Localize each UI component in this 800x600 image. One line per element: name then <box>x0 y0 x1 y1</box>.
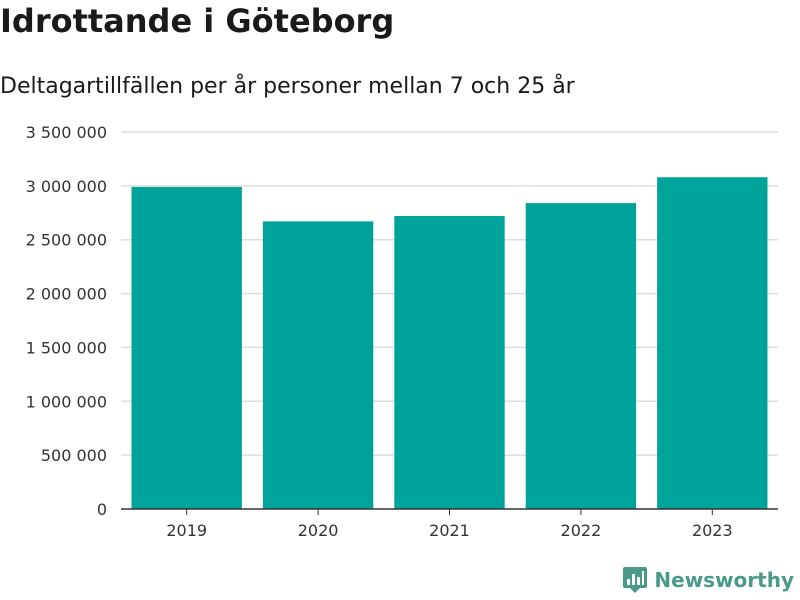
x-tick-label: 2019 <box>166 521 207 540</box>
y-tick-label: 3 500 000 <box>26 123 107 142</box>
bar <box>394 216 505 509</box>
y-tick-label: 500 000 <box>41 446 107 465</box>
y-tick-label: 2 500 000 <box>26 231 107 250</box>
brand-name: Newsworthy <box>654 568 794 592</box>
bar <box>262 221 374 509</box>
brand: Newsworthy <box>622 566 794 594</box>
bar <box>525 203 637 509</box>
newsworthy-logo-icon <box>623 567 648 593</box>
y-tick-label: 1 000 000 <box>26 392 107 411</box>
bar <box>657 177 768 510</box>
x-tick-label: 2023 <box>692 521 733 540</box>
y-tick-label: 1 500 000 <box>26 338 107 357</box>
x-tick-label: 2020 <box>298 521 339 540</box>
y-tick-label: 2 000 000 <box>26 285 107 304</box>
x-tick-label: 2021 <box>429 521 470 540</box>
x-tick-label: 2022 <box>561 521 602 540</box>
y-tick-label: 0 <box>97 500 107 519</box>
chart-title: Idrottande i Göteborg <box>0 2 395 40</box>
chart-subtitle: Deltagartillfällen per år personer mella… <box>0 74 575 99</box>
bar <box>131 186 242 510</box>
y-tick-label: 3 000 000 <box>26 177 107 196</box>
